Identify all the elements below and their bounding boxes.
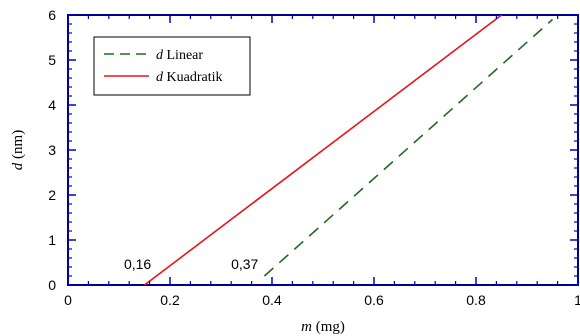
x-tick-label: 0.8 <box>466 292 486 308</box>
y-tick-label: 0 <box>48 277 56 293</box>
x-tick-label: 0.2 <box>160 292 180 308</box>
x-tick-label: 1 <box>574 292 580 308</box>
y-tick-label: 3 <box>48 142 56 158</box>
x-tick-label: 0.6 <box>364 292 384 308</box>
axis-ticks: 0 0.2 0.4 0.6 0.8 1 0 1 2 3 4 5 6 <box>48 7 580 308</box>
series-line-kuadratik <box>144 15 502 285</box>
x-axis-var: m <box>301 319 312 335</box>
legend-entry-text: Linear <box>163 48 203 63</box>
series-line-linear <box>263 18 554 277</box>
legend-entry-var: d <box>156 48 164 63</box>
y-axis-var: d <box>10 162 26 170</box>
y-tick-label: 2 <box>48 187 56 203</box>
series-group <box>144 15 554 285</box>
y-axis-title: d (nm) <box>10 130 26 170</box>
legend-entry-text: Kuadratik <box>163 70 222 85</box>
intercept-label: 0,16 <box>124 256 151 272</box>
intercept-label: 0,37 <box>231 256 258 272</box>
legend-entry: d Kuadratik <box>156 70 222 85</box>
legend-entry: d Linear <box>156 48 203 63</box>
legend-entry-var: d <box>156 70 164 85</box>
x-axis-title: m (mg) <box>301 319 345 335</box>
y-tick-label: 1 <box>48 232 56 248</box>
y-tick-label: 6 <box>48 7 56 23</box>
x-axis-unit: (mg) <box>312 319 345 335</box>
y-axis-unit: (nm) <box>10 130 26 163</box>
y-tick-label: 5 <box>48 52 56 68</box>
x-tick-label: 0 <box>64 292 72 308</box>
legend-box <box>93 36 251 96</box>
x-tick-label: 0.4 <box>262 292 282 308</box>
axis-titles: m (mg) d (nm) <box>10 130 345 335</box>
y-tick-label: 4 <box>48 97 56 113</box>
annotations: 0,16 0,37 <box>124 256 259 272</box>
